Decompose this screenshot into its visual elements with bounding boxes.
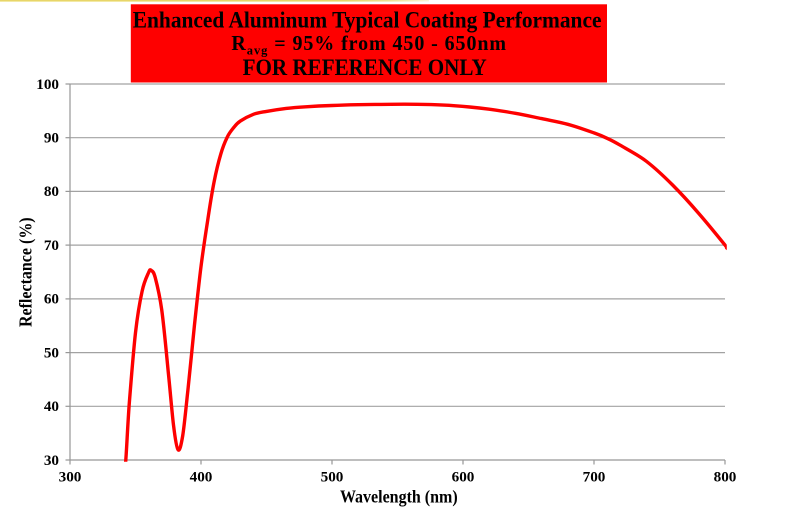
svg-text:30: 30 (44, 452, 60, 469)
svg-text:700: 700 (583, 468, 606, 485)
svg-text:60: 60 (44, 291, 60, 308)
svg-text:Ravg = 95% from 450 - 650nm: Ravg = 95% from 450 - 650nm (231, 33, 507, 58)
svg-text:100: 100 (36, 76, 59, 93)
svg-text:70: 70 (44, 237, 60, 254)
svg-text:80: 80 (44, 183, 60, 200)
svg-text:FOR REFERENCE ONLY: FOR REFERENCE ONLY (243, 54, 487, 80)
svg-text:50: 50 (44, 344, 60, 361)
svg-text:600: 600 (452, 468, 475, 485)
svg-text:40: 40 (44, 398, 60, 415)
svg-text:Reflectance (%): Reflectance (%) (15, 217, 35, 327)
svg-text:400: 400 (190, 468, 213, 485)
svg-text:Enhanced Aluminum Typical Coat: Enhanced Aluminum Typical Coating Perfor… (133, 7, 602, 33)
svg-text:300: 300 (59, 468, 82, 485)
svg-text:Wavelength (nm): Wavelength (nm) (340, 487, 458, 507)
svg-text:800: 800 (714, 468, 737, 485)
svg-text:500: 500 (321, 468, 344, 485)
svg-text:90: 90 (44, 130, 60, 147)
